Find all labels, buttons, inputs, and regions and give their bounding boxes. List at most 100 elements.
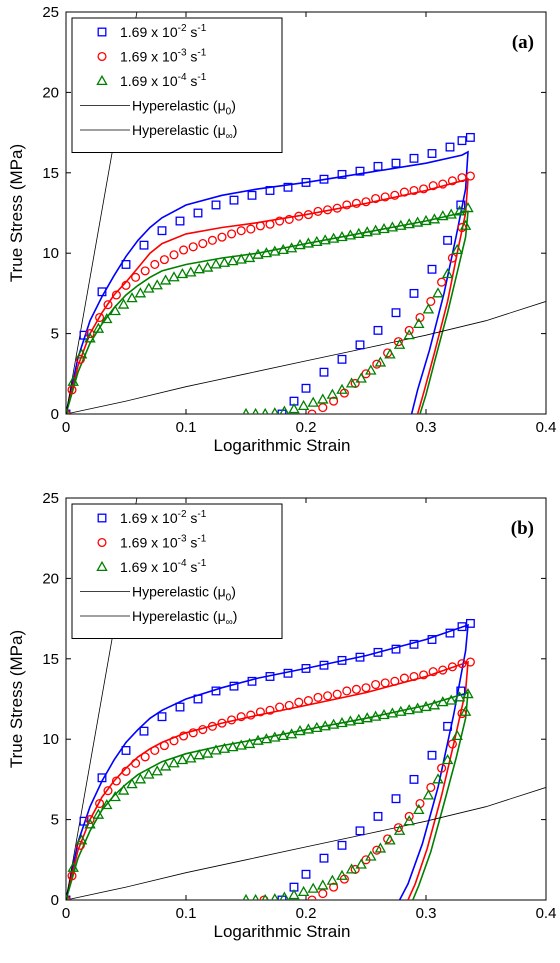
data-point-series-3: [355, 858, 367, 869]
data-point-series-2: [372, 845, 382, 855]
data-point-series-3: [134, 287, 147, 298]
legend-marker-icon: [96, 74, 108, 86]
data-point-series-3: [336, 716, 348, 728]
data-point-series-3: [294, 725, 306, 736]
data-point-series-1: [79, 330, 89, 340]
data-point-series-2: [111, 290, 121, 300]
data-point-series-2: [198, 725, 208, 735]
data-point-series-3: [327, 718, 340, 729]
data-point-series-3: [403, 815, 415, 826]
data-point-series-3: [403, 704, 415, 715]
data-point-series-2: [85, 329, 95, 339]
x-tick-label: 0.4: [536, 905, 557, 922]
model-curve-2: [66, 178, 469, 414]
data-point-series-3: [235, 253, 247, 264]
data-point-series-1: [283, 182, 293, 192]
data-point-series-2: [318, 403, 328, 413]
data-point-series-3: [384, 348, 396, 359]
data-point-series-2: [179, 731, 189, 741]
data-point-series-2: [361, 197, 371, 207]
data-point-series-1: [193, 208, 203, 218]
data-point-series-1: [373, 647, 383, 657]
panel-label: (a): [512, 32, 534, 53]
legend: 1.69 x 10-2 s-1 1.69 x 10-3 s-1 1.69 x 10-…: [71, 503, 283, 639]
data-point-series-2: [404, 325, 414, 335]
data-point-series-3: [386, 221, 399, 232]
data-point-series-3: [369, 224, 382, 235]
data-point-series-3: [270, 893, 279, 900]
data-point-series-3: [297, 885, 310, 897]
data-point-series-2: [419, 670, 429, 680]
data-point-series-3: [279, 891, 290, 900]
data-point-series-2: [428, 667, 438, 677]
data-point-series-3: [151, 279, 163, 290]
data-point-series-2: [465, 171, 475, 181]
data-point-series-3: [297, 399, 310, 411]
data-point-series-1: [355, 652, 365, 662]
data-point-series-2: [103, 300, 113, 310]
data-point-series-1: [337, 354, 347, 364]
data-point-series-1: [175, 702, 185, 712]
data-point-series-1: [409, 639, 419, 649]
data-point-series-2: [426, 782, 436, 792]
data-point-series-3: [326, 874, 339, 885]
data-point-series-3: [437, 696, 449, 707]
data-point-series-1: [319, 660, 329, 670]
data-point-series-3: [453, 691, 466, 702]
data-point-series-2: [323, 691, 333, 701]
data-point-series-3: [302, 237, 315, 248]
data-point-series-2: [399, 187, 409, 197]
data-point-series-3: [270, 407, 279, 414]
y-tick-label: 25: [42, 490, 59, 507]
data-point-series-2: [246, 710, 256, 720]
data-point-series-3: [384, 834, 396, 845]
data-point-series-3: [327, 232, 340, 243]
data-point-series-2: [227, 715, 237, 725]
data-point-series-3: [459, 219, 472, 230]
data-point-series-2: [66, 895, 71, 900]
data-point-series-2: [409, 185, 419, 196]
data-point-series-2: [179, 245, 189, 255]
data-point-series-2: [457, 173, 467, 183]
data-point-series-1: [139, 726, 149, 736]
data-point-series-2: [121, 766, 131, 776]
data-point-series-3: [185, 266, 197, 277]
data-point-series-2: [255, 707, 265, 717]
data-point-series-3: [193, 749, 205, 760]
data-point-series-1: [79, 816, 89, 826]
data-point-series-3: [374, 356, 387, 367]
data-point-series-3: [459, 705, 472, 716]
data-point-series-1: [319, 367, 329, 377]
model-curve-3: [66, 210, 469, 414]
y-tick-label: 0: [51, 406, 59, 423]
data-point-series-3: [101, 312, 113, 324]
data-point-series-3: [117, 298, 130, 309]
data-point-series-3: [403, 329, 415, 340]
data-point-series-3: [218, 256, 231, 267]
data-point-series-3: [345, 377, 358, 388]
y-tick-label: 15: [42, 651, 59, 668]
x-tick-label: 0.4: [536, 419, 557, 436]
model-curve-1: [66, 150, 469, 414]
data-point-series-3: [317, 393, 329, 404]
data-point-series-3: [252, 734, 264, 745]
data-point-series-2: [75, 840, 85, 850]
data-point-series-2: [399, 673, 409, 683]
data-point-series-3: [75, 348, 88, 359]
data-point-series-2: [198, 239, 208, 249]
data-point-series-2: [393, 823, 403, 833]
data-point-series-3: [279, 405, 290, 414]
y-tick-label: 20: [42, 570, 59, 587]
data-point-series-3: [277, 729, 289, 741]
data-point-series-1: [211, 686, 221, 696]
data-point-series-3: [294, 239, 306, 250]
data-point-series-2: [67, 385, 77, 395]
data-point-series-1: [337, 840, 347, 850]
legend-marker-icon: [96, 560, 108, 572]
data-point-series-1: [319, 174, 329, 184]
legend-label: Hyperelastic (μ0): [132, 98, 236, 118]
data-point-series-2: [227, 229, 237, 239]
data-point-series-1: [427, 750, 437, 760]
data-point-series-2: [447, 176, 457, 186]
y-axis-label: True Stress (MPa): [7, 144, 26, 282]
